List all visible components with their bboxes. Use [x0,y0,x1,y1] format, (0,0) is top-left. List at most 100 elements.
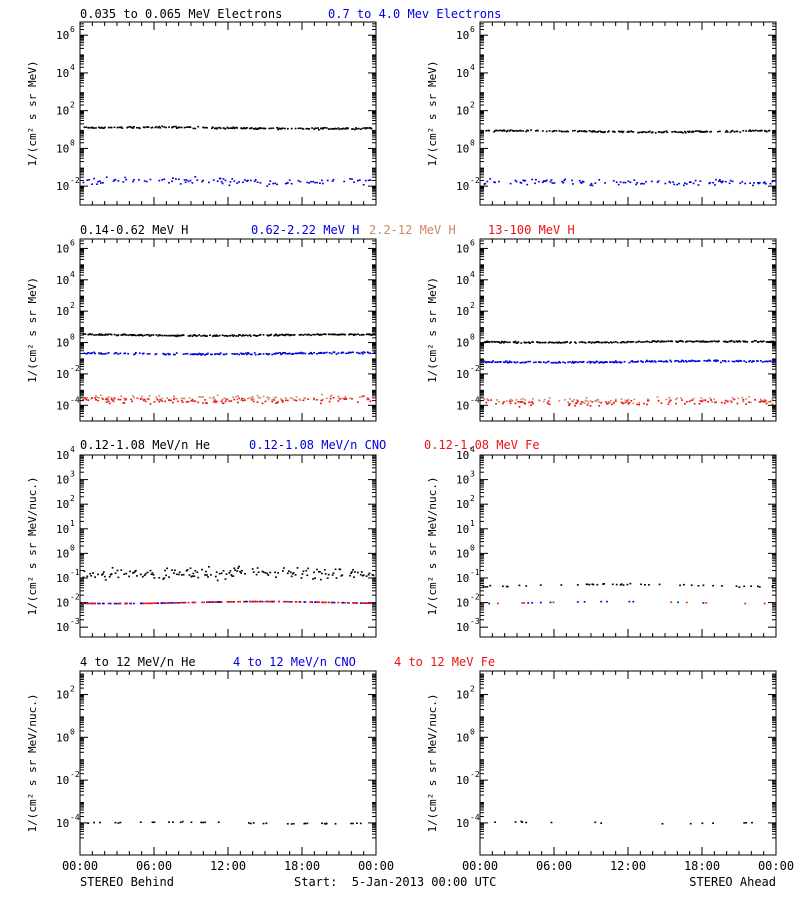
data-point [773,130,776,132]
data-point [173,353,175,356]
data-point [113,602,116,605]
data-point [630,130,633,132]
data-point [489,178,492,180]
data-point [574,129,576,132]
data-point [97,333,99,336]
data-point [334,333,337,336]
data-point [218,572,221,575]
y-tick-exponent: 2 [70,301,75,310]
data-point [303,822,306,825]
y-axis-label: 1/(cm² s sr MeV/nuc.) [26,693,39,832]
data-point [566,341,568,343]
data-point [187,126,190,128]
data-point [194,353,197,355]
data-point [316,181,318,184]
data-point [363,602,366,604]
data-point [668,396,671,399]
data-point [237,335,239,337]
data-point [737,340,740,343]
data-point [254,600,257,603]
data-point [86,397,89,399]
data-point [254,179,257,181]
data-point [308,128,311,130]
data-point [679,340,681,342]
data-point [186,569,189,571]
data-point [693,340,696,343]
data-point [127,126,130,128]
data-point [283,352,285,354]
data-point [557,361,560,364]
data-point [189,353,192,356]
data-point [110,573,113,575]
data-point [684,182,686,184]
data-point [232,126,235,128]
data-point [284,333,287,336]
data-point [643,402,645,405]
data-point [143,180,146,182]
data-point [202,821,204,824]
data-point [175,334,177,337]
data-point [327,601,330,604]
data-point [188,126,191,128]
data-point [705,130,708,133]
data-point [520,401,523,403]
data-point [291,573,294,575]
data-point [617,183,620,186]
data-point [231,334,234,336]
data-point [117,398,120,401]
data-point [236,182,239,184]
data-point [103,353,106,355]
data-point [539,361,542,364]
data-point [690,399,693,402]
data-point [160,602,163,604]
data-point [109,574,112,576]
data-point [768,360,771,362]
data-point [353,334,355,337]
data-point [180,334,183,337]
data-point [536,129,538,132]
data-point [603,341,605,344]
data-point [490,361,493,363]
data-point [704,399,707,402]
data-point [527,341,530,344]
data-point [499,361,501,363]
data-point [148,353,151,355]
data-point [206,574,208,576]
data-point [746,341,749,343]
data-point [607,131,609,133]
data-point [216,353,219,355]
data-point [509,402,512,404]
data-point [116,126,119,129]
data-point [527,360,530,363]
data-point [356,822,358,824]
data-point [509,182,512,185]
data-point [218,353,221,356]
data-point [763,129,766,132]
data-point [737,360,740,363]
data-point [92,572,94,574]
data-point [214,353,217,355]
data-point [664,360,667,363]
data-point [302,352,305,354]
data-point [193,353,196,355]
data-point [685,183,688,185]
data-point [337,400,340,402]
data-point [603,131,605,134]
data-point [321,179,323,182]
data-point [490,340,493,343]
data-point [341,128,344,130]
data-point [94,397,96,399]
data-point [320,333,322,336]
data-point [313,571,315,574]
data-point [164,353,166,355]
data-point [202,334,204,337]
data-point [745,398,748,400]
data-point [758,401,761,403]
data-point [232,335,235,337]
data-point [345,127,348,129]
y-tick-label: 10 [56,731,69,744]
data-point [113,352,116,355]
data-point [139,398,142,400]
data-point [372,574,375,577]
data-point [313,351,315,354]
